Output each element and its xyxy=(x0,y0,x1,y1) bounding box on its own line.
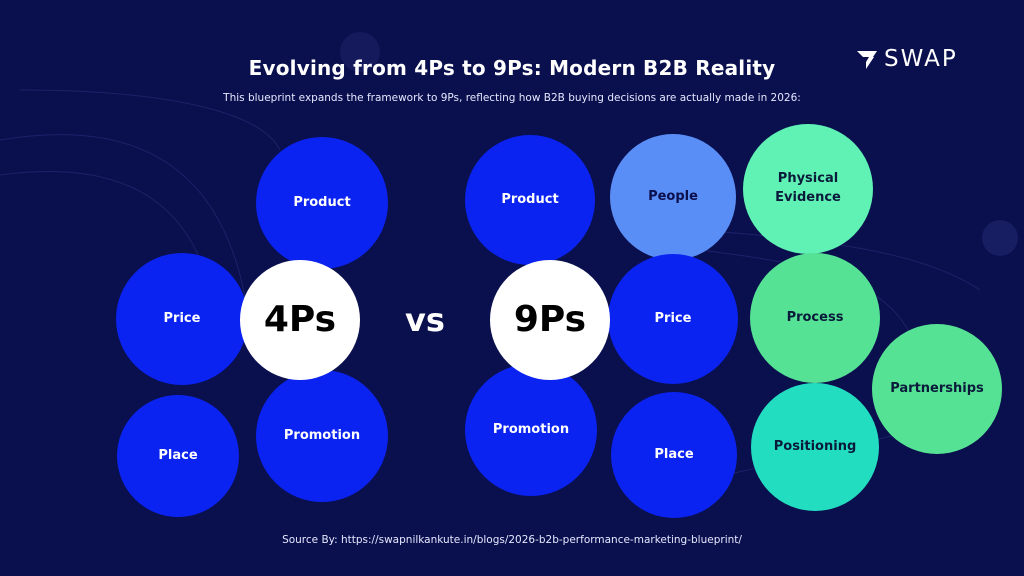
4p-price-circle: Price xyxy=(116,253,248,385)
swap-logo-icon xyxy=(857,51,877,69)
9p-process-circle: Process xyxy=(750,253,880,383)
9p-product-circle: Product xyxy=(465,135,595,265)
9p-physical-evidence-circle: Physical Evidence xyxy=(743,124,873,254)
4p-product-circle: Product xyxy=(256,137,388,269)
4p-promotion-circle: Promotion xyxy=(256,370,388,502)
4ps-center-circle: 4Ps xyxy=(240,260,360,380)
brand-logo: SWAP xyxy=(856,46,958,72)
9p-price-circle: Price xyxy=(608,254,738,384)
4p-place-circle: Place xyxy=(117,395,239,517)
9p-partnerships-circle: Partnerships xyxy=(872,324,1002,454)
page-title: Evolving from 4Ps to 9Ps: Modern B2B Rea… xyxy=(248,56,776,80)
source-citation: Source By: https://swapnilkankute.in/blo… xyxy=(282,534,742,546)
9p-positioning-circle: Positioning xyxy=(751,383,879,511)
9p-people-circle: People xyxy=(610,134,736,260)
brand-name: SWAP xyxy=(884,46,958,72)
9ps-center-circle: 9Ps xyxy=(490,260,610,380)
vs-label: vs xyxy=(405,301,445,339)
page-subtitle: This blueprint expands the framework to … xyxy=(223,92,801,104)
9p-promotion-circle: Promotion xyxy=(465,364,597,496)
9p-place-circle: Place xyxy=(611,392,737,518)
